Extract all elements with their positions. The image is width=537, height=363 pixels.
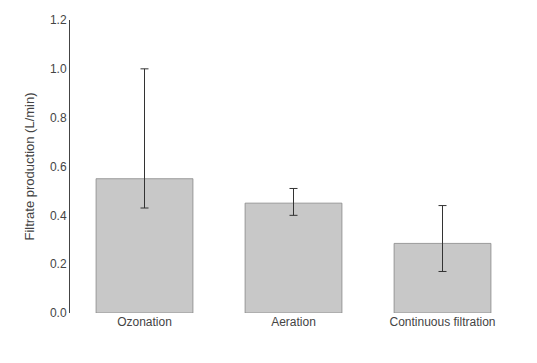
svg-text:0.8: 0.8 bbox=[50, 111, 67, 125]
svg-text:1.2: 1.2 bbox=[50, 13, 67, 27]
svg-text:0.4: 0.4 bbox=[50, 209, 67, 223]
svg-text:Ozonation: Ozonation bbox=[117, 315, 172, 329]
svg-text:0.6: 0.6 bbox=[50, 160, 67, 174]
svg-text:Filtrate production (L/min): Filtrate production (L/min) bbox=[22, 92, 37, 240]
svg-text:1.0: 1.0 bbox=[50, 62, 67, 76]
svg-text:Continuous filtration: Continuous filtration bbox=[389, 315, 495, 329]
svg-text:0.2: 0.2 bbox=[50, 257, 67, 271]
svg-text:Aeration: Aeration bbox=[271, 315, 316, 329]
svg-text:0.0: 0.0 bbox=[50, 306, 67, 320]
